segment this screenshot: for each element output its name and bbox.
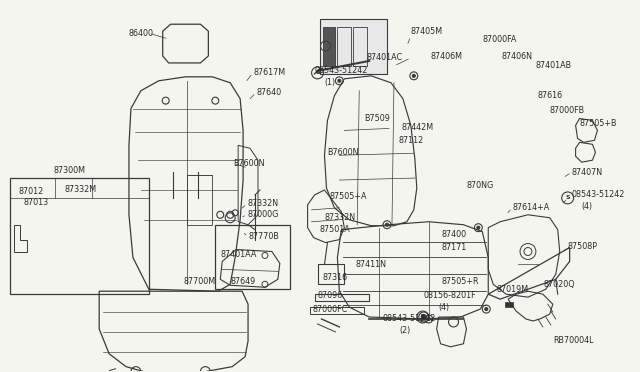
Text: 87300M: 87300M bbox=[54, 166, 86, 174]
Text: S: S bbox=[316, 70, 320, 76]
Text: 87406N: 87406N bbox=[501, 52, 532, 61]
Text: 87649: 87649 bbox=[230, 277, 255, 286]
Text: 87617M: 87617M bbox=[253, 68, 285, 77]
Text: 87407N: 87407N bbox=[572, 168, 603, 177]
Bar bbox=[215, 225, 290, 289]
Text: 87401AC: 87401AC bbox=[366, 54, 403, 62]
Text: 87000FA: 87000FA bbox=[483, 35, 516, 44]
Text: 08543-51242: 08543-51242 bbox=[314, 66, 368, 76]
Text: 87000G: 87000G bbox=[247, 210, 278, 219]
Text: 08543-51242: 08543-51242 bbox=[382, 314, 435, 324]
Text: 87700M: 87700M bbox=[184, 277, 216, 286]
Text: 87614+A: 87614+A bbox=[512, 203, 549, 212]
Text: B7600N: B7600N bbox=[328, 148, 359, 157]
Text: 87013: 87013 bbox=[24, 198, 49, 207]
Text: 87020Q: 87020Q bbox=[544, 280, 575, 289]
Text: 87770B: 87770B bbox=[248, 232, 279, 241]
Text: 86400: 86400 bbox=[129, 29, 154, 38]
Text: 87640: 87640 bbox=[256, 88, 281, 97]
Circle shape bbox=[385, 223, 388, 226]
Text: 87406M: 87406M bbox=[431, 52, 463, 61]
Text: (4): (4) bbox=[438, 302, 450, 312]
Text: 87332N: 87332N bbox=[247, 199, 278, 208]
Text: RB70004L: RB70004L bbox=[553, 336, 593, 345]
Text: B7509: B7509 bbox=[364, 114, 390, 123]
Text: S: S bbox=[565, 195, 570, 201]
Text: 87316: 87316 bbox=[323, 273, 348, 282]
Text: 87171: 87171 bbox=[442, 243, 467, 252]
Text: (4): (4) bbox=[582, 202, 593, 211]
Bar bbox=[337, 27, 351, 66]
Circle shape bbox=[428, 318, 430, 321]
Text: 87000FC: 87000FC bbox=[312, 305, 348, 314]
Bar bbox=[505, 302, 513, 307]
Text: 87000FB: 87000FB bbox=[550, 106, 585, 115]
Circle shape bbox=[484, 308, 488, 311]
Text: 87332M: 87332M bbox=[65, 186, 97, 195]
Text: 87505+B: 87505+B bbox=[580, 119, 617, 128]
Text: S: S bbox=[420, 314, 425, 320]
Text: 87400: 87400 bbox=[442, 230, 467, 239]
Bar bbox=[10, 178, 149, 294]
Text: 870NG: 870NG bbox=[467, 180, 493, 189]
Circle shape bbox=[421, 315, 426, 320]
Text: 87012: 87012 bbox=[19, 187, 44, 196]
Circle shape bbox=[338, 79, 341, 82]
Text: 87505+R: 87505+R bbox=[442, 277, 479, 286]
Circle shape bbox=[412, 74, 415, 77]
Text: 87505+A: 87505+A bbox=[330, 192, 367, 201]
Bar bbox=[319, 19, 387, 74]
Text: 87411N: 87411N bbox=[355, 260, 387, 269]
Text: 08156-8201F: 08156-8201F bbox=[424, 291, 476, 300]
Text: 87442M: 87442M bbox=[402, 123, 434, 132]
Text: 87501A: 87501A bbox=[319, 225, 350, 234]
Text: (1): (1) bbox=[324, 78, 335, 87]
Text: 87401AB: 87401AB bbox=[536, 61, 572, 70]
Text: 87332N: 87332N bbox=[324, 213, 356, 222]
Text: (2): (2) bbox=[399, 326, 410, 336]
Text: 87616: 87616 bbox=[538, 91, 563, 100]
Text: 87019M: 87019M bbox=[496, 285, 528, 294]
Text: 87112: 87112 bbox=[399, 136, 424, 145]
Text: 87508P: 87508P bbox=[568, 242, 598, 251]
Text: 87405M: 87405M bbox=[411, 27, 443, 36]
Circle shape bbox=[477, 226, 480, 229]
Bar bbox=[353, 27, 367, 66]
Text: B7600N: B7600N bbox=[233, 159, 265, 168]
Text: 87096: 87096 bbox=[317, 291, 343, 300]
Text: 08543-51242: 08543-51242 bbox=[572, 190, 625, 199]
Text: 87401AA: 87401AA bbox=[220, 250, 257, 259]
Bar bbox=[323, 27, 335, 66]
